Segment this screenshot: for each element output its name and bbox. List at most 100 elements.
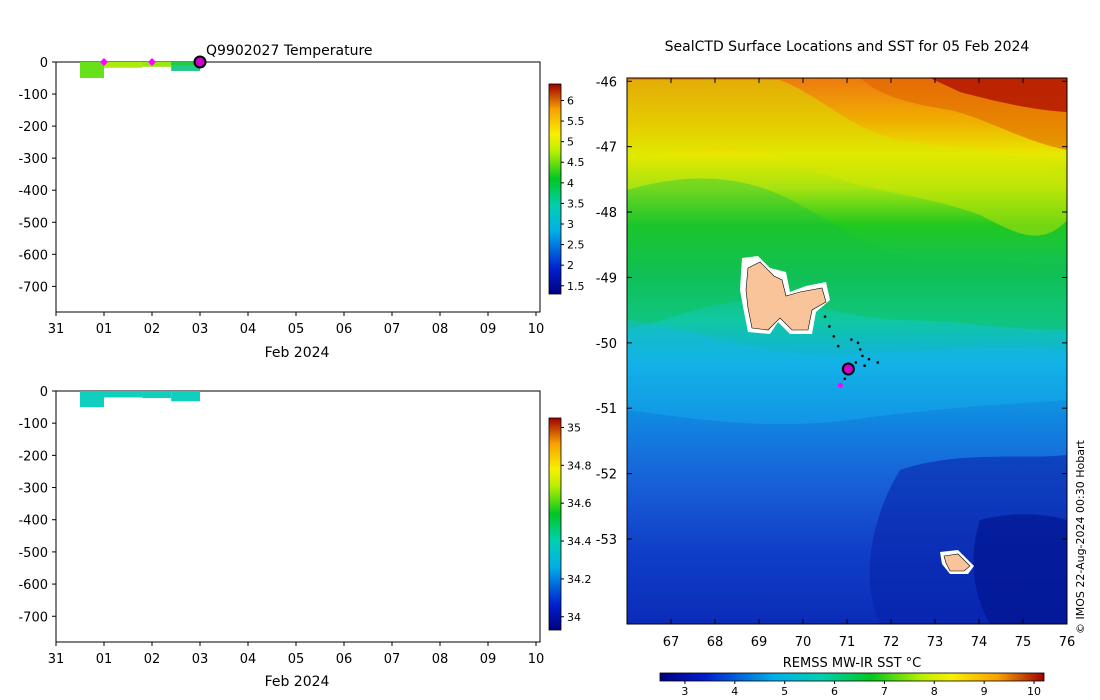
map-y-tick-label: -49 [596, 271, 617, 286]
profile-bar [104, 62, 143, 68]
x-tick-label: 03 [192, 652, 209, 667]
profile-bar [142, 62, 172, 67]
x-tick-label: 03 [192, 322, 209, 337]
heard-island [940, 550, 974, 574]
map-y-tick-label: -53 [596, 533, 617, 548]
x-tick-label: 06 [336, 322, 353, 337]
colorbar-tick-label: 1.5 [567, 280, 585, 293]
profile-bar [171, 391, 200, 402]
temperature-colorbar-ticks: 1.5 2 2.5 3 3.5 4 4.5 5 5.5 6 [561, 94, 585, 293]
colorbar-tick-label: 34.6 [567, 497, 592, 510]
salinity-colorbar-ticks: 34 34.2 34.4 34.6 34.8 35 [561, 421, 592, 624]
y-tick-label: -200 [18, 449, 48, 464]
map-x-tick-label: 68 [707, 635, 724, 650]
map-x-ticks: 67 68 69 70 71 72 73 74 75 76 [663, 78, 1076, 650]
colorbar-tick-label: 34.8 [567, 459, 592, 472]
colorbar-tick-label: 6 [567, 94, 574, 107]
colorbar-tick-label: 2 [567, 259, 574, 272]
track-point [858, 348, 862, 351]
map-y-tick-label: -47 [596, 141, 617, 156]
sst-map-panel: SealCTD Surface Locations and SST for 05… [596, 39, 1087, 698]
colorbar-tick-label: 35 [567, 421, 581, 434]
y-tick-label: -700 [18, 280, 48, 295]
colorbar-tick-label: 34.4 [567, 535, 592, 548]
map-x-tick-label: 71 [839, 635, 856, 650]
sst-colorbar-tick-label: 9 [981, 685, 988, 698]
x-tick-label: 09 [480, 322, 497, 337]
track-point [828, 325, 831, 328]
x-tick-label: 07 [384, 652, 401, 667]
map-title: SealCTD Surface Locations and SST for 05… [665, 39, 1030, 55]
sst-colorbar-ticks: 3 4 5 6 7 8 9 10 [681, 681, 1041, 698]
map-y-ticks: -46 -47 -48 -49 -50 -51 -52 -53 [596, 75, 1067, 548]
profile-title: Q9902027 Temperature [206, 43, 373, 59]
colorbar-tick-label: 2.5 [567, 239, 585, 252]
map-x-tick-label: 73 [927, 635, 944, 650]
track-point [836, 344, 840, 348]
map-x-tick-label: 70 [795, 635, 812, 650]
salinity-colorbar [548, 417, 562, 631]
sst-colorbar [659, 672, 1045, 682]
salinity-profile-panel: 31 01 02 03 04 05 06 07 08 09 10 0 -100 -200 -300 -400… [18, 385, 591, 690]
x-tick-label: 08 [432, 322, 449, 337]
x-tick-label: 10 [528, 652, 545, 667]
track-point [832, 334, 836, 338]
sst-colorbar-tick-label: 8 [931, 685, 938, 698]
x-tick-label: 04 [240, 652, 257, 667]
sst-colorbar-tick-label: 5 [781, 685, 788, 698]
sst-colorbar-tick-label: 6 [831, 685, 838, 698]
profile-bar [80, 62, 104, 79]
current-position-marker [193, 55, 207, 69]
colorbar-tick-label: 3 [567, 218, 574, 231]
map-x-tick-label: 67 [663, 635, 680, 650]
track-point [863, 364, 866, 368]
track-point [856, 341, 860, 345]
profile-bar [171, 62, 200, 66]
y-tick-label: -500 [18, 546, 48, 561]
map-x-tick-label: 76 [1059, 635, 1076, 650]
salinity-x-label: Feb 2024 [265, 674, 330, 690]
track-point [861, 354, 864, 358]
map-x-tick-label: 74 [971, 635, 988, 650]
temperature-y-ticks: 0 -100 -200 -300 -400 -500 -600 -700 [18, 56, 56, 295]
track-point [876, 361, 880, 364]
y-tick-label: 0 [40, 56, 48, 71]
y-tick-label: 0 [40, 385, 48, 400]
x-tick-label: 31 [48, 652, 65, 667]
x-tick-label: 05 [288, 322, 305, 337]
map-y-tick-label: -50 [596, 337, 617, 352]
temperature-profile-panel: Q9902027 Temperature 31 01 02 03 04 05 06 07 08 0… [18, 43, 584, 361]
copyright-text: © IMOS 22-Aug-2024 00:30 Hobart [1074, 440, 1087, 634]
colorbar-tick-label: 4.5 [567, 156, 585, 169]
surface-marker [148, 58, 156, 66]
x-tick-label: 04 [240, 322, 257, 337]
track-point [823, 315, 827, 318]
x-tick-label: 01 [96, 652, 113, 667]
salinity-profile-bars [80, 391, 200, 408]
y-tick-label: -300 [18, 482, 48, 497]
track-point [850, 338, 853, 341]
y-tick-label: -300 [18, 152, 48, 167]
colorbar-tick-label: 34.2 [567, 573, 592, 586]
colorbar-tick-label: 34 [567, 611, 581, 624]
sst-colorbar-tick-label: 7 [881, 685, 888, 698]
y-tick-label: -500 [18, 216, 48, 231]
profile-bar [80, 391, 104, 408]
x-tick-label: 02 [144, 322, 161, 337]
kerguelen-island [740, 256, 830, 334]
map-y-tick-label: -48 [596, 206, 617, 221]
map-x-tick-label: 72 [883, 635, 900, 650]
profile-bar [104, 391, 143, 398]
start-marker [837, 382, 843, 388]
sst-colorbar-tick-label: 4 [731, 685, 738, 698]
temperature-x-label: Feb 2024 [265, 345, 330, 361]
y-tick-label: -100 [18, 417, 48, 432]
x-tick-label: 09 [480, 652, 497, 667]
seal-track [823, 315, 880, 388]
temperature-colorbar [548, 83, 562, 295]
sst-colorbar-tick-label: 10 [1027, 685, 1041, 698]
y-tick-label: -100 [18, 88, 48, 103]
x-tick-label: 07 [384, 322, 401, 337]
salinity-plot-area [55, 390, 541, 643]
